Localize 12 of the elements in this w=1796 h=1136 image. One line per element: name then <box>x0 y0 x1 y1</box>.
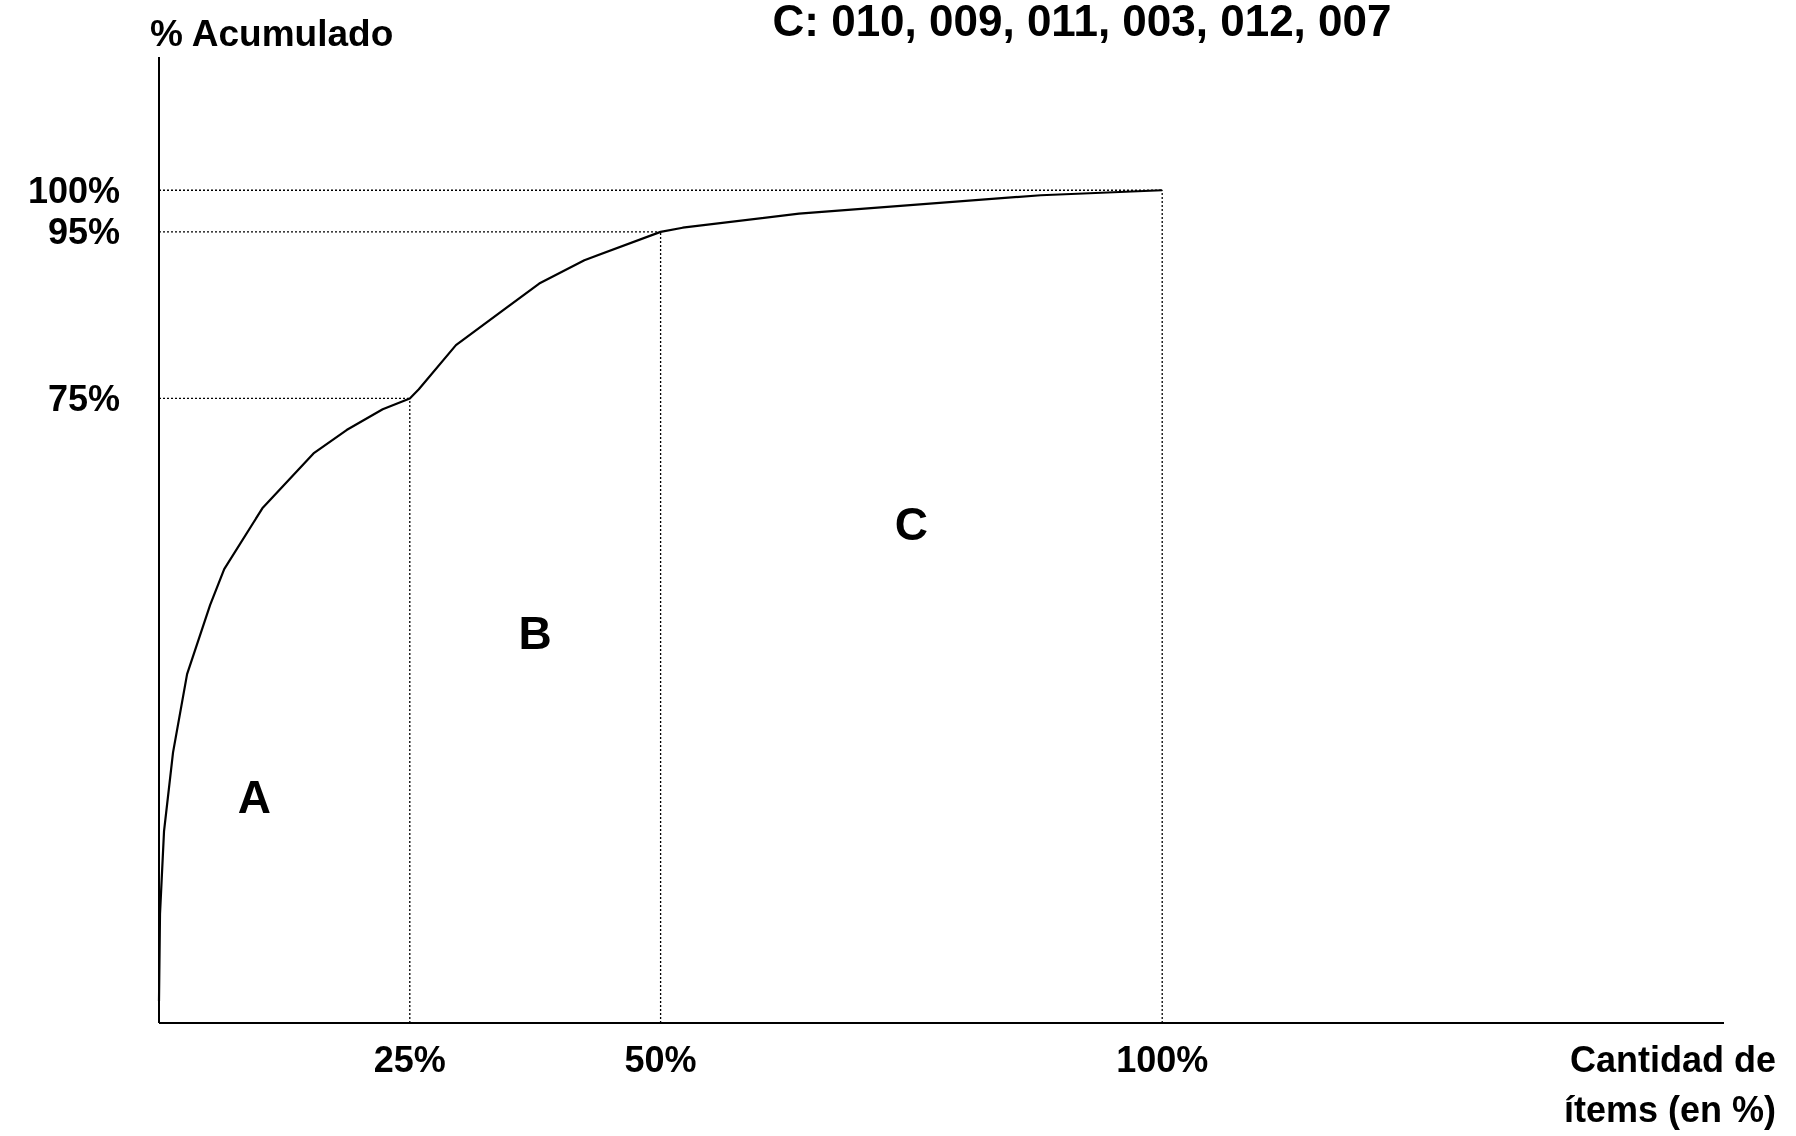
annotation: C <box>894 498 929 551</box>
x-axis-title: Cantidad de ítems (en %) <box>1563 1039 1776 1130</box>
y-tick-label: 100% <box>27 169 120 211</box>
annotation: A <box>237 771 271 824</box>
x-tick-label: 50% <box>624 1039 697 1080</box>
y-tick-label: 95% <box>47 211 120 253</box>
annotation: B <box>518 606 552 659</box>
chart-title: C: 010, 009, 011, 003, 012, 007 <box>772 0 1392 45</box>
x-tick-label: 100% <box>1116 1039 1209 1080</box>
x-tick-label: 25% <box>373 1039 446 1080</box>
y-tick-label: 75% <box>47 378 120 420</box>
y-axis-title: % Acumulado <box>150 13 394 54</box>
